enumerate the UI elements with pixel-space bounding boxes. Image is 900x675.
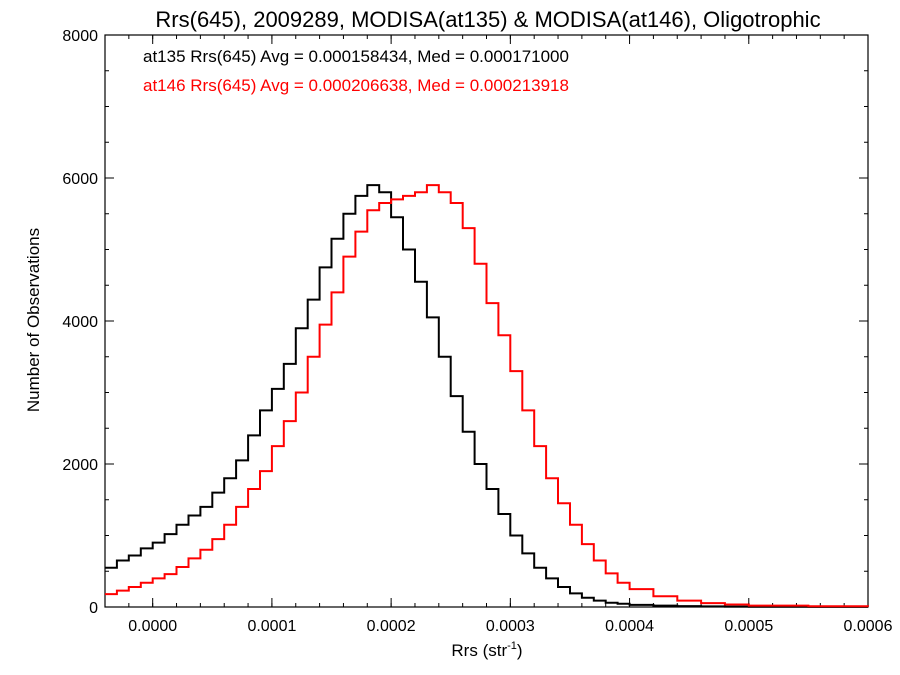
plot-frame [104,34,869,608]
y-axis-label: Number of Observations [24,228,43,412]
x-tick-label: 0.0003 [486,618,535,635]
x-tick-label: 0.0004 [605,618,654,635]
stats-annotations: at135 Rrs(645) Avg = 0.000158434, Med = … [143,47,569,95]
x-axis-label: Rrs (str-1) [451,640,522,660]
x-tick-label: 0.0001 [247,618,296,635]
chart-title: Rrs(645), 2009289, MODISA(at135) & MODIS… [155,7,820,32]
plot-border [104,34,869,608]
series-layer [105,184,869,608]
y-tick-label: 8000 [62,28,98,45]
y-tick-label: 6000 [62,171,98,188]
x-tick-label: 0.0006 [844,618,893,635]
x-axis-label-superscript: -1 [507,640,517,652]
x-tick-label: 0.0002 [367,618,416,635]
x-tick-label: 0.0005 [724,618,773,635]
series-line-at146 [105,184,869,608]
x-axis-label-text: Rrs (str [451,641,507,660]
series-line-at135 [105,184,868,608]
stats-annotation: at135 Rrs(645) Avg = 0.000158434, Med = … [143,47,569,66]
stats-annotation: at146 Rrs(645) Avg = 0.000206638, Med = … [143,76,569,95]
x-axis-label-close: ) [517,641,523,660]
y-axis: 0 2000 4000 6000 8000 [62,28,868,617]
y-tick-label: 4000 [62,314,98,331]
y-tick-label: 0 [89,600,98,617]
y-tick-label: 2000 [62,457,98,474]
x-tick-label: 0.0000 [128,618,177,635]
x-axis: 0.0000 0.0001 0.0002 0.0003 0.0004 0.0005 0.00… [104,35,893,635]
